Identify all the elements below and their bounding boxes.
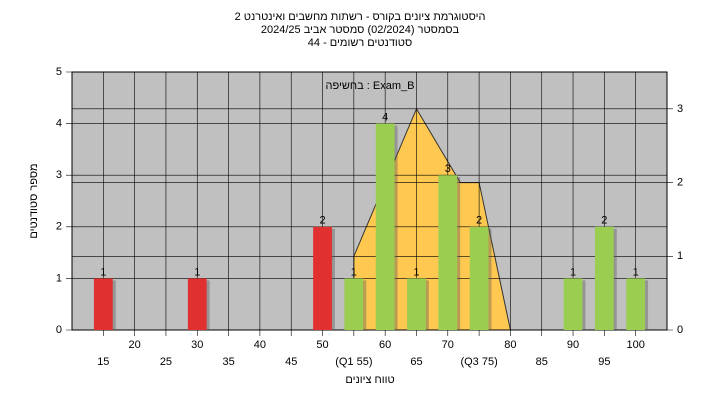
chart-subtitle: סטודנטים רשומים - 44	[308, 37, 412, 49]
value-label: 1	[194, 266, 200, 278]
x-tick-label: 100	[627, 339, 645, 351]
x-tick-label: (Q1 55)	[335, 356, 372, 368]
x-tick-label: 20	[129, 339, 141, 351]
bar	[344, 278, 364, 330]
x-tick-label: 90	[567, 339, 579, 351]
value-label: 2	[601, 215, 607, 227]
plot-border	[71, 71, 668, 331]
y-tick-label: 2	[56, 221, 62, 233]
bar	[313, 226, 332, 330]
value-label: 1	[100, 266, 106, 278]
y2-tick-label: 0	[677, 324, 683, 336]
x-tick-label: 30	[191, 339, 203, 351]
value-label: 1	[351, 266, 357, 278]
x-tick-label: 70	[442, 339, 454, 351]
bar	[187, 278, 207, 330]
x-tick-label: 85	[536, 356, 548, 368]
value-label: 1	[633, 266, 639, 278]
bar	[626, 278, 646, 330]
x-tick-label: 35	[222, 356, 234, 368]
bar	[469, 226, 489, 330]
bar	[594, 226, 614, 330]
value-label: 2	[476, 215, 482, 227]
x-tick-label: (Q3 75)	[460, 356, 497, 368]
x-tick-label: 45	[285, 356, 297, 368]
value-label: 1	[413, 266, 419, 278]
y-tick-label: 5	[56, 66, 62, 78]
y-tick-label: 4	[56, 118, 62, 130]
x-tick-label: 50	[316, 339, 328, 351]
y2-tick-label: 3	[677, 103, 683, 115]
x-tick-label: 15	[97, 356, 109, 368]
x-tick-label: 65	[410, 356, 422, 368]
value-label: 2	[319, 215, 325, 227]
value-label: 3	[445, 163, 451, 175]
bar	[375, 123, 395, 330]
x-axis-label: טווח ציונים	[345, 374, 394, 386]
x-tick-label: 40	[254, 339, 266, 351]
chart-subtitle: בסמסטר (02/2024) סמסטר אביב 2024/25	[261, 24, 460, 36]
bar	[93, 278, 113, 330]
bar	[563, 278, 583, 330]
y-axis-label: מספר סטודנטים	[28, 163, 40, 238]
value-label: 4	[382, 112, 388, 124]
y2-tick-label: 1	[677, 250, 683, 262]
x-tick-label: 60	[379, 339, 391, 351]
x-tick-label: 95	[598, 356, 610, 368]
annotation: בחשיפה : Exam_B	[326, 80, 415, 92]
chart-title: היסטוגרמת ציונים בקורס - רשתות מחשבים וא…	[235, 11, 486, 23]
bar	[407, 278, 426, 330]
y-tick-label: 3	[56, 169, 62, 181]
bar	[438, 175, 458, 330]
y-tick-label: 0	[56, 324, 62, 336]
x-tick-label: 80	[504, 339, 516, 351]
y-tick-label: 1	[56, 272, 62, 284]
y2-tick-label: 2	[677, 176, 683, 188]
x-tick-label: 25	[160, 356, 172, 368]
value-label: 1	[570, 266, 576, 278]
